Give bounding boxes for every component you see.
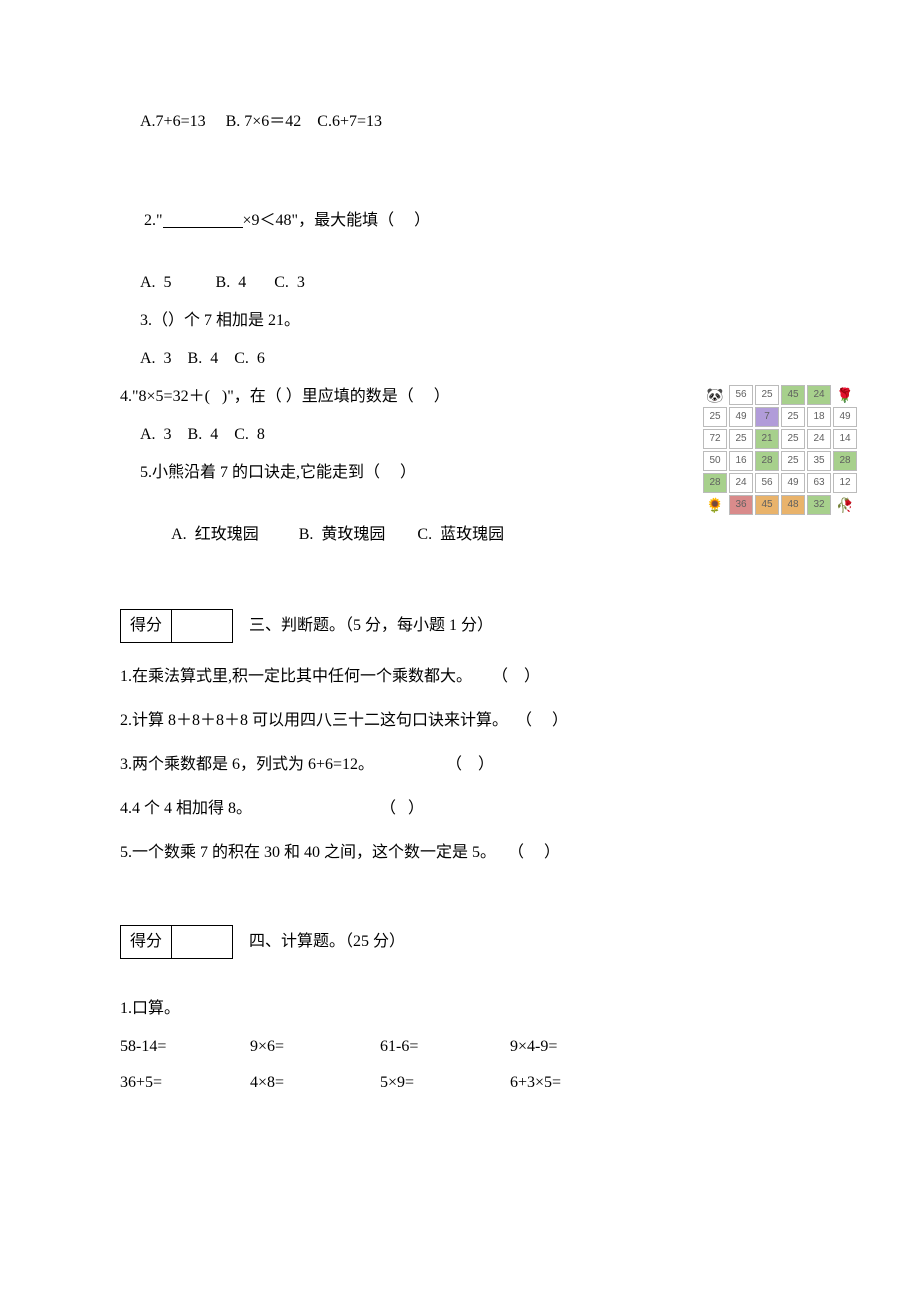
grid-cell: 28 [755, 451, 779, 471]
calc-cell: 61-6= [380, 1035, 510, 1059]
grid-cell: 32 [807, 495, 831, 515]
grid-cell: 25 [729, 429, 753, 449]
grid-cell: 7 [755, 407, 779, 427]
calc-cell: 36+5= [120, 1071, 250, 1095]
grid-cell: 24 [807, 429, 831, 449]
number-grid: 🐼56254524🌹254972518497225212524145016282… [690, 385, 870, 515]
grid-cell: 25 [781, 429, 805, 449]
grid-cell: 12 [833, 473, 857, 493]
grid-cell: 45 [755, 495, 779, 515]
grid-cell: 🌹 [833, 385, 857, 405]
score-row-3: 得分 三、判断题。（5 分，每小题 1 分） [120, 609, 810, 643]
score-box-3: 得分 [120, 609, 233, 643]
score-label-3: 得分 [121, 610, 172, 643]
grid-cell: 49 [729, 407, 753, 427]
score-blank-4 [172, 926, 233, 959]
grid-cell: 21 [755, 429, 779, 449]
q5-optA-label: A. [171, 526, 187, 543]
grid-cell: 35 [807, 451, 831, 471]
grid-cell: 🌻 [703, 495, 727, 515]
q2-blank-underline [163, 211, 243, 228]
section3: 得分 三、判断题。（5 分，每小题 1 分） 1.在乘法算式里,积一定比其中任何… [120, 609, 810, 865]
calc-block: 1.口算。 58-14=9×6=61-6=9×4-9= 36+5=4×8=5×9=… [120, 997, 810, 1095]
score-label-4: 得分 [121, 926, 172, 959]
grid-cell: 45 [781, 385, 805, 405]
calc-cell: 9×6= [250, 1035, 380, 1059]
grid-cell: 50 [703, 451, 727, 471]
grid-cell: 72 [703, 429, 727, 449]
q1-options: A.7+6=13 B. 7×6＝42 C.6+7=13 [140, 110, 810, 134]
calc-row: 36+5=4×8=5×9=6+3×5= [120, 1071, 810, 1095]
q2-block: 2." ×9＜48"，最大能填（ ） A. 5 B. 4 C. 3 [120, 184, 810, 295]
score-row-4: 得分 四、计算题。（25 分） [120, 925, 810, 959]
grid-cell: 49 [781, 473, 805, 493]
q2-stem: 2." ×9＜48"，最大能填（ ） [120, 184, 810, 257]
score-blank-3 [172, 610, 233, 643]
q2-stem-suffix: ×9＜48"，最大能填（ ） [243, 212, 431, 229]
calc-cell: 4×8= [250, 1071, 380, 1095]
grid-cell: 25 [781, 407, 805, 427]
grid-cell: 48 [781, 495, 805, 515]
grid-cell: 25 [781, 451, 805, 471]
calc-q1-label: 1.口算。 [120, 997, 810, 1021]
judge-item-1: 1.在乘法算式里,积一定比其中任何一个乘数都大。 （ ） [120, 665, 810, 689]
grid-cell: 24 [729, 473, 753, 493]
q3-stem: 3.（）个 7 相加是 21。 [140, 309, 810, 333]
judge-item-2: 2.计算 8＋8＋8＋8 可以用四八三十二这句口诀来计算。 （ ） [120, 709, 810, 733]
q2-stem-prefix: 2." [144, 212, 163, 229]
grid-cell: 🥀 [833, 495, 857, 515]
judge-item-3: 3.两个乘数都是 6，列式为 6+6=12。 （ ） [120, 753, 810, 777]
score-box-4: 得分 [120, 925, 233, 959]
section4-title: 四、计算题。（25 分） [249, 930, 405, 954]
grid-cell: 28 [833, 451, 857, 471]
worksheet-page: A.7+6=13 B. 7×6＝42 C.6+7=13 2." ×9＜48"，最大… [0, 0, 920, 1302]
calc-cell: 9×4-9= [510, 1035, 640, 1059]
calc-cell: 5×9= [380, 1071, 510, 1095]
section4: 得分 四、计算题。（25 分） 1.口算。 58-14=9×6=61-6=9×4… [120, 925, 810, 1095]
grid-cell: 14 [833, 429, 857, 449]
calc-row: 58-14=9×6=61-6=9×4-9= [120, 1035, 810, 1059]
judge-item-5: 5.一个数乘 7 的积在 30 和 40 之间，这个数一定是 5。 （ ） [120, 841, 810, 865]
calc-cell: 6+3×5= [510, 1071, 640, 1095]
grid-cell: 28 [703, 473, 727, 493]
grid-cell: 18 [807, 407, 831, 427]
q2-options: A. 5 B. 4 C. 3 [140, 271, 810, 295]
grid-cell: 24 [807, 385, 831, 405]
q5-optC-text: 蓝玫瑰园 [440, 526, 504, 543]
grid-cell: 25 [703, 407, 727, 427]
grid-cell: 63 [807, 473, 831, 493]
section3-title: 三、判断题。（5 分，每小题 1 分） [249, 614, 493, 638]
q3-block: 3.（）个 7 相加是 21。 A. 3 B. 4 C. 6 [120, 309, 810, 371]
q5-optB-label: B. [299, 526, 314, 543]
judge-item-4: 4.4 个 4 相加得 8。 （ ） [120, 797, 810, 821]
q4-q5-block: 4."8×5=32＋( )"，在（ ）里应填的数是（ ） A. 3 B. 4 C… [120, 385, 810, 571]
grid-cell: 56 [729, 385, 753, 405]
grid-cell: 36 [729, 495, 753, 515]
q5-optB-text: 黄玫瑰园 [321, 526, 385, 543]
q5-optC-label: C. [417, 526, 432, 543]
calc-cell: 58-14= [120, 1035, 250, 1059]
grid-cell: 🐼 [703, 385, 727, 405]
grid-cell: 16 [729, 451, 753, 471]
grid-cell: 56 [755, 473, 779, 493]
q3-options: A. 3 B. 4 C. 6 [140, 347, 810, 371]
judge-items: 1.在乘法算式里,积一定比其中任何一个乘数都大。 （ ） 2.计算 8＋8＋8＋… [120, 665, 810, 865]
q5-optA-text: 红玫瑰园 [195, 526, 259, 543]
grid-cell: 49 [833, 407, 857, 427]
grid-cell: 25 [755, 385, 779, 405]
